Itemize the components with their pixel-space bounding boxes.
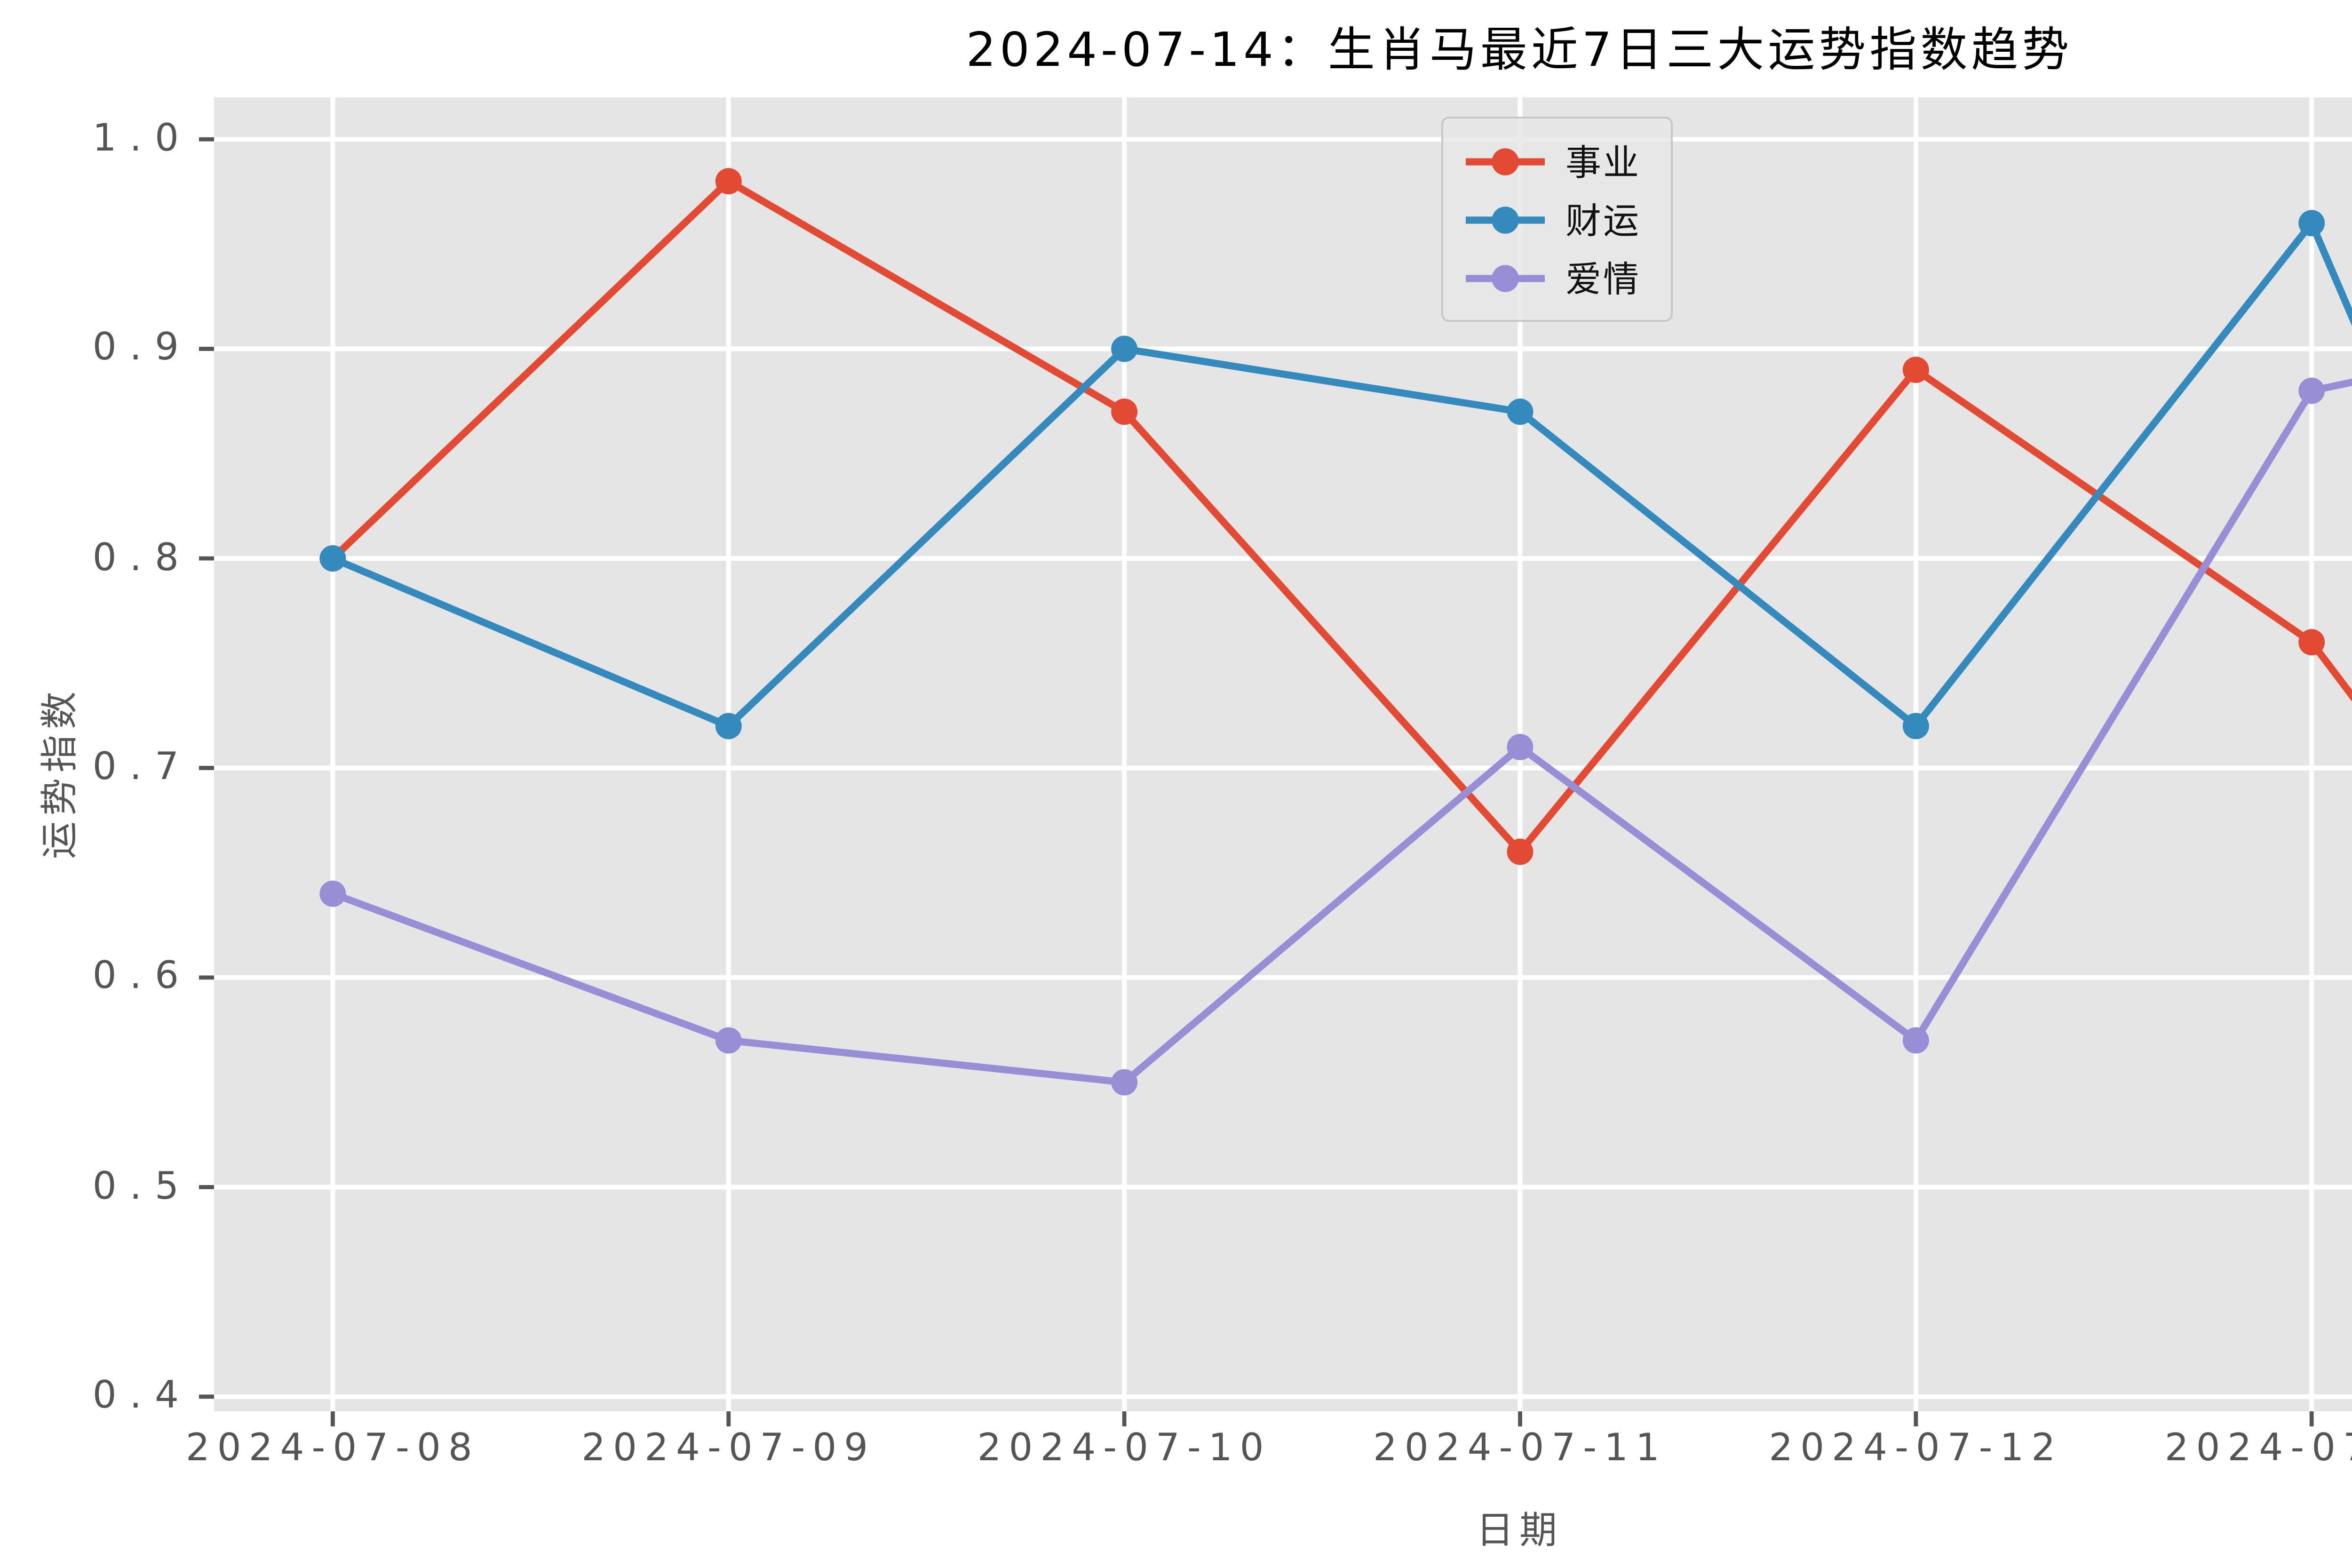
series-2-marker-5 [2298,377,2325,404]
series-1-marker-0 [319,545,346,572]
legend-row-wealth: 财运 [1462,190,1641,248]
series-2-marker-4 [1902,1027,1929,1054]
y-tick-label-1: 0.9 [92,324,192,370]
series-1-marker-5 [2298,210,2325,237]
x-axis-label: 日期 [1476,1507,1563,1552]
legend-label-wealth: 财运 [1565,201,1641,243]
series-0-marker-3 [1507,838,1534,865]
series-0-marker-2 [1111,398,1138,425]
y-tick-label-4: 0.6 [92,953,192,998]
x-tick-label-5: 2024-07-13 [2164,1425,2352,1470]
x-tick-label-3: 2024-07-11 [1373,1425,1667,1470]
series-2-marker-3 [1507,733,1534,760]
series-1-marker-1 [715,713,742,740]
y-tick-label-2: 0.8 [92,534,192,579]
series-1-marker-4 [1902,713,1929,740]
y-tick-label-0: 1.0 [92,115,192,160]
legend-marker-wealth-icon [1466,206,1545,233]
x-tick-label-4: 2024-07-12 [1769,1425,2063,1470]
legend-label-career: 事业 [1565,143,1641,184]
plot-area [214,97,2352,1411]
chart-title: 2024-07-14：生肖马最近7日三大运势指数趋势 [966,23,2073,77]
series-2-marker-0 [319,880,346,907]
series-0-marker-1 [715,168,742,195]
series-2-marker-1 [715,1027,742,1054]
legend-row-career: 事业 [1462,132,1641,190]
y-tick-label-6: 0.4 [92,1372,192,1417]
legend-row-love: 爱情 [1462,248,1641,307]
y-tick-label-3: 0.7 [92,743,192,789]
legend-marker-love-icon [1466,264,1545,291]
legend-marker-career-icon [1466,147,1545,175]
x-tick-label-0: 2024-07-08 [185,1425,480,1470]
chart-legend: 事业 财运 爱情 [1441,117,1673,322]
series-0-marker-5 [2298,629,2325,656]
series-2-marker-2 [1111,1069,1138,1096]
x-tick-label-1: 2024-07-09 [581,1425,876,1470]
x-tick-label-2: 2024-07-10 [977,1425,1271,1470]
legend-label-love: 爱情 [1565,260,1641,301]
series-1-marker-2 [1111,335,1138,362]
y-tick-label-5: 0.5 [92,1162,192,1208]
series-0-marker-4 [1902,357,1929,383]
series-1-marker-3 [1507,398,1534,425]
